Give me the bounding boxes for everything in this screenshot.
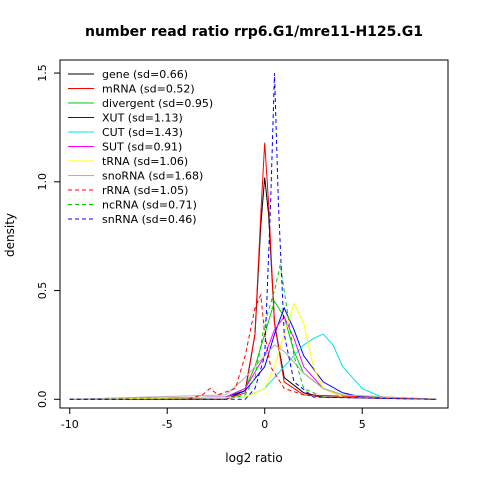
plot-area: -10 -5 0 5 0.0 0.5 1.0 1.5	[36, 59, 449, 431]
y-tick-label: 1.0	[36, 173, 49, 191]
legend-label: gene (sd=0.66)	[102, 68, 188, 81]
x-tick-label: 5	[359, 418, 366, 431]
series-line-8	[69, 292, 437, 400]
legend-label: tRNA (sd=1.06)	[102, 155, 188, 168]
chart-title: number read ratio rrp6.G1/mre11-H125.G1	[85, 24, 423, 40]
y-axis-label: density	[3, 213, 17, 257]
legend-label: snoRNA (sd=1.68)	[102, 170, 203, 183]
x-tick-label: -10	[61, 418, 79, 431]
legend-label: SUT (sd=0.91)	[102, 141, 182, 154]
plot-frame	[59, 59, 449, 409]
legend-label: rRNA (sd=1.05)	[102, 184, 188, 197]
series-line-6	[69, 302, 437, 400]
legend-label: snRNA (sd=0.46)	[102, 213, 197, 226]
legend: gene (sd=0.66) mRNA (sd=0.52)divergent (s…	[68, 68, 213, 226]
legend-label: ncRNA (sd=0.71)	[102, 199, 197, 212]
series-line-10	[69, 73, 437, 400]
y-tick-label: 0.0	[36, 391, 49, 409]
series-line-1	[69, 142, 437, 400]
legend-label: CUT (sd=1.43)	[102, 126, 183, 139]
x-tick-label: -5	[162, 418, 173, 431]
y-tick-label: 0.5	[36, 282, 49, 300]
series-line-9	[69, 264, 437, 400]
legend-label: divergent (sd=0.95)	[102, 97, 213, 110]
series-line-3	[69, 306, 437, 400]
series-line-7	[69, 344, 437, 400]
y-tick-label: 1.5	[36, 64, 49, 82]
series-line-5	[69, 315, 437, 400]
legend-label: XUT (sd=1.13)	[102, 112, 183, 125]
legend-label: mRNA (sd=0.52)	[102, 83, 195, 96]
x-axis-label: log2 ratio	[225, 451, 282, 465]
x-tick-label: 0	[261, 418, 268, 431]
